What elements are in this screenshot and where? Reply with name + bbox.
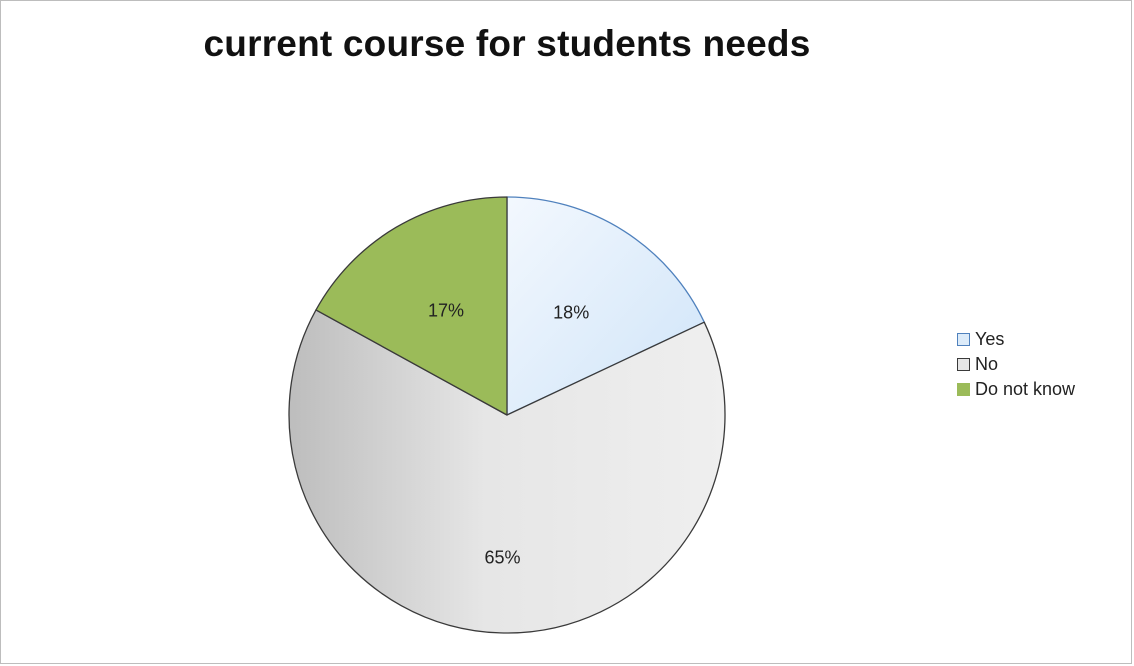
legend-item-yes: Yes <box>957 327 1075 352</box>
pie-slice-no <box>288 309 726 634</box>
slice-label-no: 65% <box>484 548 520 568</box>
legend-swatch-yes <box>957 333 970 346</box>
chart-title: current course for students needs <box>203 23 811 64</box>
legend: Yes No Do not know <box>957 327 1075 402</box>
legend-label-no: No <box>975 354 999 374</box>
legend-label-yes: Yes <box>975 329 1005 349</box>
slice-label-do-not-know: 17% <box>428 301 464 321</box>
pie-slice-do-not-know <box>315 196 508 416</box>
pie-slice-yes <box>506 196 705 416</box>
legend-swatch-no <box>957 358 970 371</box>
legend-item-do-not-know: Do not know <box>957 377 1075 402</box>
legend-swatch-do-not-know <box>957 383 970 396</box>
slice-label-yes: 18% <box>553 303 589 323</box>
legend-label-do-not-know: Do not know <box>975 379 1076 399</box>
legend-item-no: No <box>957 352 1075 377</box>
